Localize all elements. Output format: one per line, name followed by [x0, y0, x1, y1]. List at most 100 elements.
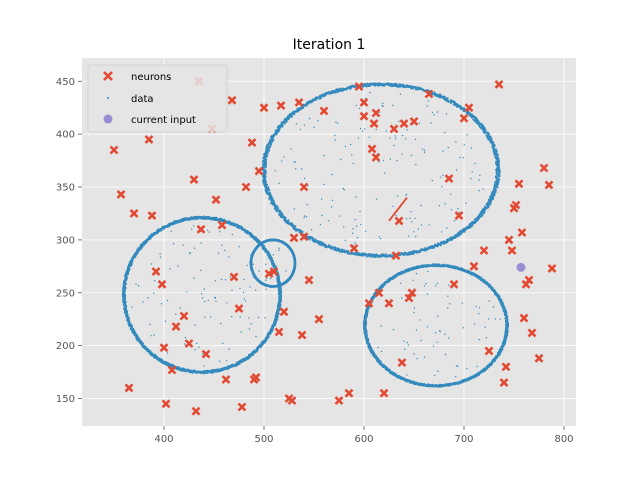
data-point [240, 331, 242, 333]
data-point [159, 256, 162, 258]
data-point [457, 207, 459, 210]
data-point [401, 153, 403, 155]
data-point [153, 334, 155, 336]
data-point [276, 207, 280, 210]
data-point [249, 286, 251, 288]
data-point [299, 128, 302, 131]
data-point [257, 316, 260, 319]
data-point [153, 292, 155, 294]
data-point [362, 130, 364, 132]
data-point [219, 231, 221, 233]
y-tick-label: 150 [56, 394, 75, 405]
data-point [272, 254, 274, 256]
data-point [329, 92, 332, 95]
data-point [444, 203, 446, 205]
data-point [389, 158, 392, 160]
data-point [495, 150, 498, 153]
data-point [431, 111, 434, 114]
data-point [396, 195, 399, 197]
y-tick-label: 300 [56, 235, 75, 246]
data-point [392, 205, 394, 207]
data-point [463, 144, 465, 146]
data-point [398, 120, 400, 123]
data-point [421, 148, 424, 150]
data-point [137, 285, 140, 287]
data-point [308, 117, 311, 120]
data-point [231, 233, 233, 236]
data-point [293, 161, 296, 163]
data-point [355, 196, 357, 198]
data-point [466, 134, 468, 136]
data-point [483, 205, 486, 208]
data-point [364, 128, 366, 130]
data-point [170, 230, 172, 232]
data-point [194, 324, 196, 326]
data-point [465, 202, 467, 204]
data-point [426, 105, 428, 107]
data-point [208, 231, 211, 233]
data-point [169, 268, 171, 270]
x-tick-label: 700 [454, 434, 473, 445]
data-point [398, 83, 401, 86]
data-point [442, 150, 444, 152]
data-point [274, 170, 277, 172]
data-point [325, 246, 328, 249]
data-point [267, 188, 271, 192]
data-point [217, 252, 220, 254]
data-point [204, 300, 206, 303]
data-point [494, 175, 497, 178]
data-point [450, 209, 453, 211]
data-point [149, 323, 151, 326]
data-point [444, 131, 446, 134]
data-point [420, 224, 423, 226]
data-point [338, 215, 341, 217]
data-point [427, 100, 429, 102]
data-point [375, 128, 377, 131]
data-point [252, 263, 254, 265]
data-point [224, 279, 227, 281]
data-point [200, 269, 202, 272]
data-point [182, 244, 184, 246]
data-point [359, 127, 362, 130]
data-point [265, 263, 267, 265]
data-point [478, 179, 480, 181]
data-point [322, 95, 325, 98]
data-point [406, 129, 408, 131]
data-point [470, 147, 473, 149]
data-point [336, 122, 339, 124]
data-point [147, 297, 149, 299]
data-point [305, 216, 308, 218]
data-point [340, 158, 342, 161]
data-point [159, 253, 161, 255]
data-point [446, 227, 448, 229]
data-point [436, 111, 439, 113]
data-point [414, 217, 416, 220]
data-point [301, 168, 303, 170]
data-point [382, 159, 385, 162]
data-point [413, 231, 415, 233]
data-point [295, 229, 298, 232]
data-point [430, 122, 432, 124]
data-point [304, 215, 306, 217]
x-tick-label: 800 [554, 434, 573, 445]
y-tick-label: 450 [56, 77, 75, 88]
data-point [410, 87, 413, 90]
data-point [287, 118, 290, 121]
y-tick-label: 200 [56, 341, 75, 352]
data-point [410, 211, 412, 213]
data-point [246, 264, 248, 267]
data-point [321, 214, 323, 217]
data-point [379, 237, 382, 240]
data-point [283, 122, 287, 125]
data-point [401, 134, 404, 137]
data-point [231, 315, 233, 318]
data-point [285, 270, 287, 272]
data-point [220, 278, 223, 281]
data-point [405, 194, 407, 196]
data-point [175, 313, 177, 315]
data-point [154, 280, 156, 282]
data-point [264, 166, 267, 169]
data-point [275, 210, 278, 213]
data-point [238, 246, 240, 248]
